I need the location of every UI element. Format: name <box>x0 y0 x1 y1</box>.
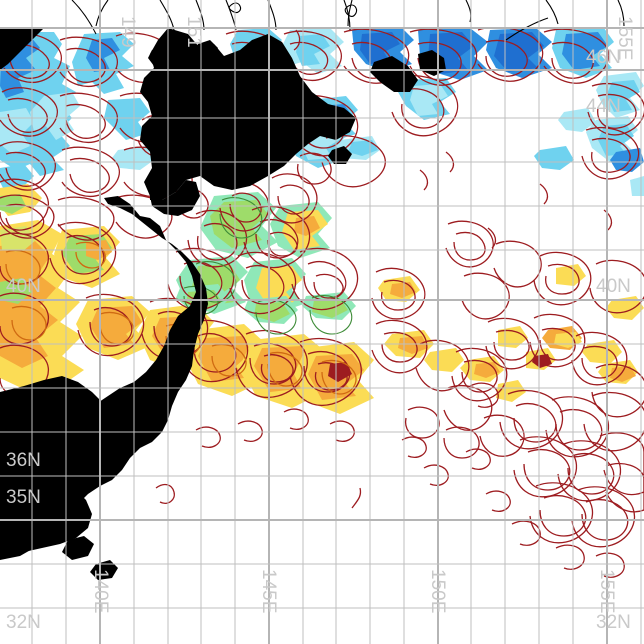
lat-label-32n-right: 32N <box>596 612 631 633</box>
lon-label-149-top: 149 <box>117 16 138 48</box>
lat-label-40n-right: 40N <box>596 276 631 297</box>
lon-label-140e-bottom: 140E <box>90 569 111 613</box>
lat-label-35n-left: 35N <box>6 487 41 508</box>
lon-label-150e-bottom: 150E <box>427 569 448 613</box>
label-layer: 46N 44N 40N 40N 36N 35N 32N 32N 149 151 … <box>6 16 635 633</box>
lat-label-46n-right: 46N <box>586 47 621 68</box>
contour-group-orange-inner <box>5 241 357 395</box>
lat-label-44n-right: 44N <box>586 96 621 117</box>
lon-label-151-top: 151 <box>183 16 204 48</box>
lon-label-155e-bottom: 155E <box>596 569 617 613</box>
lon-label-145e-bottom: 145E <box>258 569 279 613</box>
contour-group-lower-right <box>404 385 644 548</box>
lat-label-36n-left: 36N <box>6 450 41 471</box>
lat-label-40n-left: 40N <box>6 276 41 297</box>
land-layer <box>0 28 446 580</box>
lat-label-32n-left: 32N <box>6 612 41 633</box>
lon-label-155e-top: 155E <box>614 16 635 60</box>
